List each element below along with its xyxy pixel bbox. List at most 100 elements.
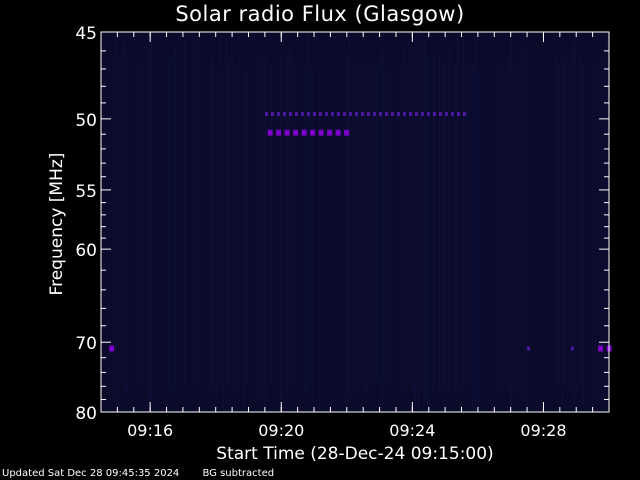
x-tick-label: 09:24 bbox=[389, 421, 435, 440]
y-tick-label: 55 bbox=[75, 182, 97, 202]
noise-streak bbox=[346, 54, 347, 398]
emission-mark bbox=[276, 129, 282, 136]
noise-streak bbox=[379, 51, 380, 384]
noise-streak bbox=[514, 57, 515, 400]
noise-streak bbox=[196, 37, 197, 385]
noise-streak bbox=[592, 51, 593, 405]
noise-streak bbox=[430, 57, 431, 412]
emission-mark bbox=[527, 346, 531, 351]
noise-streak bbox=[355, 35, 356, 405]
noise-streak bbox=[220, 32, 221, 385]
emission-mark bbox=[462, 112, 466, 117]
noise-streak bbox=[517, 47, 518, 398]
noise-streak bbox=[151, 34, 152, 402]
noise-streak bbox=[469, 63, 470, 391]
noise-streak bbox=[244, 67, 245, 411]
noise-streak bbox=[424, 38, 425, 406]
noise-streak bbox=[493, 41, 494, 411]
noise-streak bbox=[211, 51, 212, 392]
emission-mark bbox=[344, 129, 350, 136]
noise-streak bbox=[340, 40, 341, 394]
noise-streak bbox=[415, 36, 416, 403]
noise-streak bbox=[511, 38, 512, 411]
emission-mark bbox=[324, 112, 328, 117]
noise-streak bbox=[520, 34, 521, 410]
noise-streak bbox=[580, 57, 581, 387]
noise-streak bbox=[328, 58, 329, 389]
emission-mark bbox=[336, 112, 340, 117]
noise-streak bbox=[565, 44, 566, 387]
noise-streak bbox=[307, 33, 308, 390]
noise-streak bbox=[472, 66, 473, 407]
noise-streak bbox=[385, 67, 386, 391]
x-tick-label: 09:28 bbox=[520, 421, 566, 440]
noise-streak bbox=[115, 41, 116, 401]
noise-streak bbox=[325, 50, 326, 383]
noise-streak bbox=[394, 68, 395, 388]
emission-mark bbox=[264, 112, 268, 117]
emission-mark bbox=[450, 112, 454, 117]
noise-streak bbox=[496, 35, 497, 394]
noise-streak bbox=[526, 37, 527, 411]
noise-streak bbox=[463, 36, 464, 385]
emission-mark bbox=[267, 129, 273, 136]
noise-streak bbox=[577, 32, 578, 395]
noise-streak bbox=[217, 67, 218, 409]
noise-streak bbox=[118, 59, 119, 411]
noise-streak bbox=[271, 66, 272, 385]
noise-streak bbox=[160, 46, 161, 400]
noise-streak bbox=[427, 59, 428, 407]
y-tick-label: 80 bbox=[75, 404, 97, 424]
noise-streak bbox=[481, 42, 482, 384]
emission-mark bbox=[300, 112, 304, 117]
noise-streak bbox=[277, 54, 278, 389]
noise-streak bbox=[265, 48, 266, 407]
noise-streak bbox=[226, 39, 227, 383]
noise-streak bbox=[112, 59, 113, 393]
noise-streak bbox=[553, 67, 554, 386]
noise-streak bbox=[403, 42, 404, 392]
noise-streak bbox=[172, 52, 173, 392]
noise-streak bbox=[316, 35, 317, 412]
noise-streak bbox=[322, 40, 323, 392]
noise-streak bbox=[199, 67, 200, 386]
noise-streak bbox=[505, 70, 506, 389]
noise-streak bbox=[130, 68, 131, 385]
noise-streak bbox=[583, 64, 584, 406]
emission-mark bbox=[360, 112, 364, 117]
emission-mark bbox=[294, 112, 298, 117]
emission-mark bbox=[372, 112, 376, 117]
noise-streak bbox=[250, 62, 251, 400]
noise-streak bbox=[283, 38, 284, 393]
noise-streak bbox=[163, 53, 164, 394]
noise-streak bbox=[331, 48, 332, 411]
x-axis-label: Start Time (28-Dec-24 09:15:00) bbox=[216, 444, 494, 464]
noise-streak bbox=[202, 62, 203, 404]
noise-streak bbox=[397, 60, 398, 396]
x-tick-label: 09:16 bbox=[127, 421, 173, 440]
noise-streak bbox=[301, 62, 302, 388]
footer: Updated Sat Dec 28 09:45:35 2024 BG subt… bbox=[2, 468, 294, 479]
emission-mark bbox=[408, 112, 412, 117]
emission-mark bbox=[438, 112, 442, 117]
noise-streak bbox=[547, 66, 548, 388]
noise-streak bbox=[214, 67, 215, 405]
noise-streak bbox=[376, 65, 377, 383]
emission-mark bbox=[444, 112, 448, 117]
noise-streak bbox=[475, 38, 476, 409]
emission-mark bbox=[378, 112, 382, 117]
noise-streak bbox=[508, 60, 509, 394]
noise-streak bbox=[205, 41, 206, 410]
noise-streak bbox=[169, 57, 170, 393]
noise-streak bbox=[448, 40, 449, 395]
noise-streak bbox=[574, 33, 575, 406]
noise-streak bbox=[409, 41, 410, 386]
noise-streak bbox=[550, 50, 551, 404]
noise-streak bbox=[241, 68, 242, 409]
noise-streak bbox=[184, 36, 185, 388]
noise-streak bbox=[361, 66, 362, 384]
y-tick-label: 45 bbox=[75, 24, 97, 44]
noise-streak bbox=[367, 48, 368, 398]
emission-mark bbox=[414, 112, 418, 117]
